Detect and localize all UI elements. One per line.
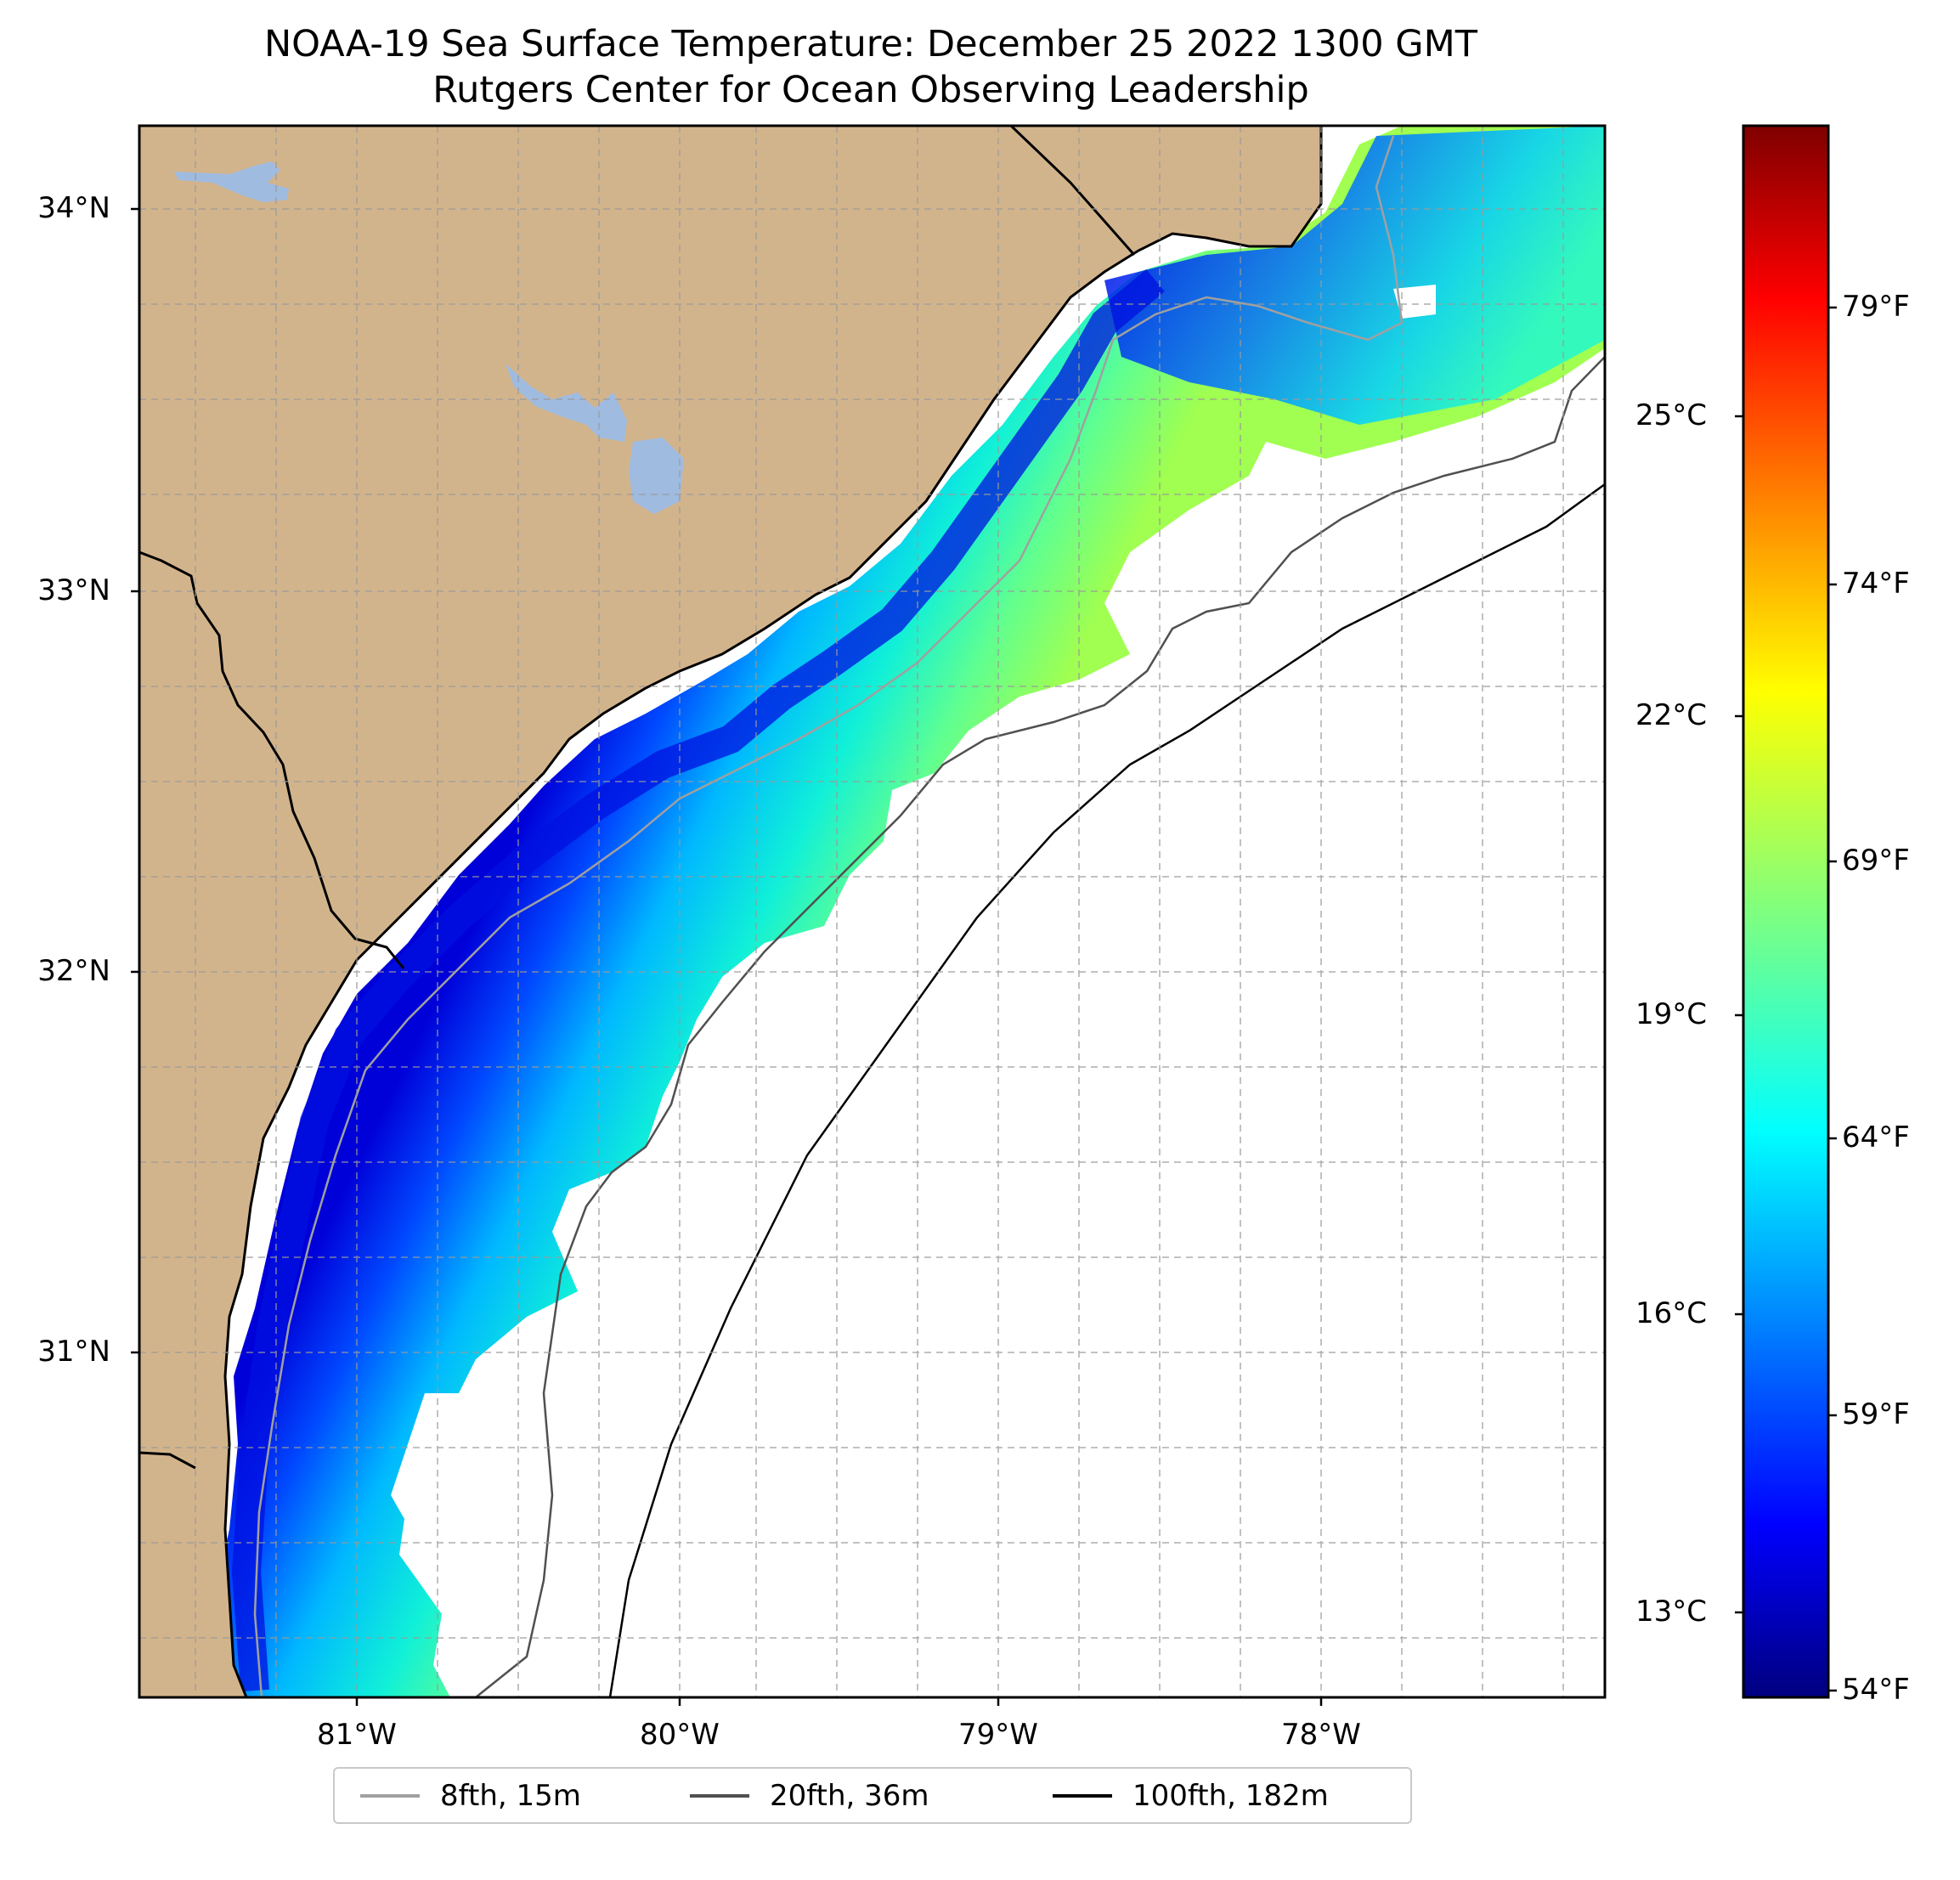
legend-item-182m: 100fth, 182m xyxy=(1053,1769,1329,1822)
colorbar-gradient xyxy=(1742,124,1830,1699)
legend-swatch-182m xyxy=(1053,1793,1112,1798)
lat-label-32n: 32°N xyxy=(37,954,110,988)
lake-moultrie-marion xyxy=(506,364,627,442)
cb-celsius-22: 22°C xyxy=(1635,698,1708,732)
cb-celsius-13: 13°C xyxy=(1635,1595,1708,1629)
map-subtitle: Rutgers Center for Ocean Observing Leade… xyxy=(432,69,1309,111)
cb-fahrenheit-69: 69°F xyxy=(1842,844,1910,878)
lat-label-33n: 33°N xyxy=(37,573,110,607)
lon-label-79w: 79°W xyxy=(958,1718,1038,1752)
cb-fahrenheit-64: 64°F xyxy=(1842,1121,1910,1155)
contour-36m xyxy=(475,356,1605,1697)
contour-legend: 8fth, 15m 20fth, 36m 100fth, 182m xyxy=(333,1767,1412,1824)
map-frame xyxy=(138,124,1607,1699)
cb-fahrenheit-54: 54°F xyxy=(1842,1673,1910,1707)
state-border-nc-sc xyxy=(1009,126,1136,256)
cb-fahrenheit-79: 79°F xyxy=(1842,290,1910,324)
lat-label-34n: 34°N xyxy=(37,191,110,225)
state-border-sc-ga xyxy=(139,550,405,969)
cb-celsius-25: 25°C xyxy=(1635,398,1708,432)
lon-label-78w: 78°W xyxy=(1281,1718,1361,1752)
lat-label-31n: 31°N xyxy=(37,1335,110,1369)
legend-item-36m: 20fth, 36m xyxy=(690,1769,929,1822)
legend-swatch-36m xyxy=(690,1793,749,1798)
gridlines xyxy=(139,126,1605,1697)
map-title: NOAA-19 Sea Surface Temperature: Decembe… xyxy=(264,23,1477,65)
cb-celsius-16: 16°C xyxy=(1635,1296,1708,1330)
legend-item-15m: 8fth, 15m xyxy=(360,1769,581,1822)
sst-nearshore-band xyxy=(231,268,1165,1692)
cloud-gap-south xyxy=(391,1393,510,1555)
cb-celsius-19: 19°C xyxy=(1635,997,1708,1031)
contour-182m xyxy=(608,483,1605,1697)
axis-ticks xyxy=(131,207,1323,1706)
lon-label-81w: 81°W xyxy=(317,1718,397,1752)
lon-label-80w: 80°W xyxy=(640,1718,720,1752)
legend-swatch-15m xyxy=(360,1793,420,1798)
sst-swath-north xyxy=(1104,126,1605,425)
legend-label-15m: 8fth, 15m xyxy=(440,1778,581,1813)
state-border-ga-fl xyxy=(139,1451,196,1470)
legend-label-36m: 20fth, 36m xyxy=(770,1778,929,1813)
colorbar-ticks xyxy=(1735,306,1837,1692)
cb-fahrenheit-59: 59°F xyxy=(1842,1397,1910,1431)
lake-waccamaw xyxy=(174,161,289,202)
contour-15m xyxy=(253,135,1404,1697)
cloud-gap-north xyxy=(1393,285,1436,319)
legend-label-182m: 100fth, 182m xyxy=(1133,1778,1329,1813)
map-area xyxy=(139,126,1605,1697)
cb-fahrenheit-74: 74°F xyxy=(1842,567,1910,601)
